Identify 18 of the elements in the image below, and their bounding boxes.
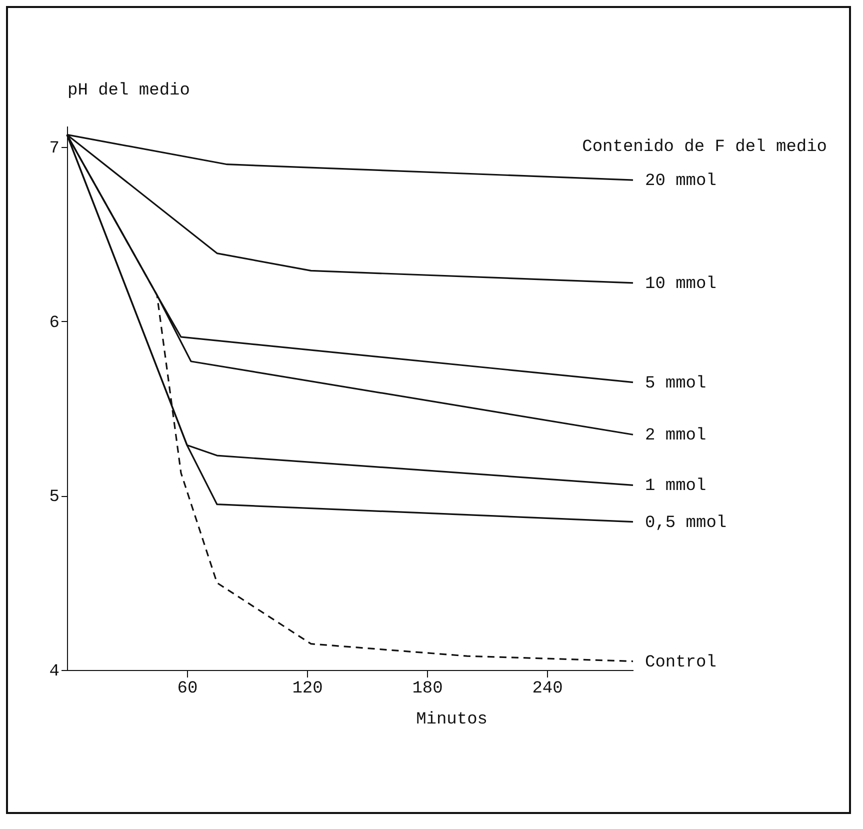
series-label: 2 mmol [645, 426, 706, 446]
y-tick-label: 6 [49, 314, 60, 333]
x-tick-label: 60 [177, 680, 198, 698]
legend-title: Contenido de F del medio [582, 138, 827, 157]
series-label: 10 mmol [645, 274, 716, 294]
y-axis-title: pH del medio [68, 82, 190, 100]
series-label: 0,5 mmol [645, 514, 727, 533]
series-label: 20 mmol [645, 172, 716, 192]
x-tick-label: 240 [532, 680, 563, 698]
y-tick-label: 4 [49, 662, 60, 682]
series-label: 5 mmol [645, 374, 706, 394]
x-axis-title: Minutos [416, 710, 488, 730]
x-tick-label: 180 [412, 680, 443, 698]
series-label: 1 mmol [645, 477, 706, 496]
y-tick-label: 7 [49, 139, 60, 158]
x-tick-label: 120 [292, 680, 323, 698]
series-label: Control [645, 653, 716, 672]
y-tick-label: 5 [49, 488, 60, 508]
